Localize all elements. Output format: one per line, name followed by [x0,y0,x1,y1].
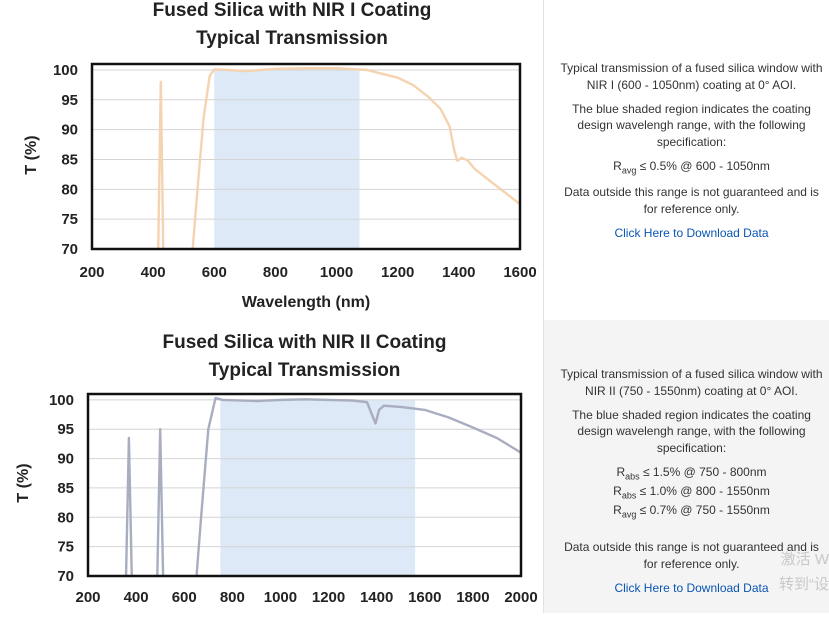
x-axis-label: Wavelength (nm) [242,294,370,311]
x-tick-label: 1800 [456,589,489,606]
description-disclaimer: Data outside this range is not guarantee… [564,184,819,216]
chart-row-nir-1: 70 75 80 85 90 95 100 200 400 600 800 1000 1200 1400 1… [0,0,829,321]
download-link-wrap: Click Here to Download Data [556,580,827,597]
y-tick-label: 70 [57,568,74,585]
description-nir-2: Typical transmission of a fused silica w… [544,320,829,613]
chart-title-line-2: Typical Transmission [209,360,401,381]
x-tick-label: 200 [75,589,100,606]
x-tick-label: 1600 [408,589,441,606]
chart-cell-nir-2: 70 75 80 85 90 95 100 200 400 600 800 1000 1200 1400 1… [0,320,544,613]
download-data-link[interactable]: Click Here to Download Data [614,225,769,240]
y-tick-label: 80 [61,181,78,198]
y-tick-label: 75 [57,539,74,556]
download-data-link[interactable]: Click Here to Download Data [614,580,769,595]
x-tick-label: 1400 [360,589,393,606]
plot-frame [90,62,522,251]
download-link-wrap: Click Here to Download Data [556,225,827,242]
transmission-curve-segment-1 [157,80,165,249]
y-tick-label: 70 [61,241,78,258]
x-tick-label: 1000 [320,264,353,281]
x-tick-label: 400 [141,264,166,281]
x-tick-label: 1200 [312,589,345,606]
specification-list: Rabs ≤ 1.5% @ 750 - 800nm Rabs ≤ 1.0% @ 8… [556,464,827,521]
x-tick-label: 1000 [264,589,297,606]
x-tick-label: 600 [172,589,197,606]
description-nir-1: Typical transmission of a fused silica w… [544,0,829,320]
description-intro: Typical transmission of a fused silica w… [560,61,823,92]
specification-line: Ravg ≤ 0.7% @ 750 - 1550nm [613,502,770,520]
x-tick-label: 800 [220,589,245,606]
y-tick-label: 80 [57,509,74,526]
chart-nir-2: 70 75 80 85 90 95 100 200 400 600 800 1000 1200 1400 1… [15,332,538,606]
y-tick-label: 95 [61,92,78,109]
chart-cell-nir-1: 70 75 80 85 90 95 100 200 400 600 800 1000 1200 1400 1… [0,0,544,321]
y-tick-label: 100 [53,62,78,79]
transmission-curve-segment-1 [124,436,133,576]
chart-row-nir-2: 70 75 80 85 90 95 100 200 400 600 800 1000 1200 1400 1… [0,320,829,613]
description-region-note: The blue shaded region indicates the coa… [572,407,811,456]
x-tick-label: 1600 [503,264,536,281]
specification-list: Ravg ≤ 0.5% @ 600 - 1050nm [556,158,827,177]
y-tick-label: 90 [61,122,78,139]
y-tick-label: 75 [61,211,78,228]
x-tick-label: 200 [79,264,104,281]
x-tick-label: 1400 [442,264,475,281]
y-tick-label: 100 [49,392,74,409]
plot-frame [86,392,523,578]
transmission-curve-segment-3 [195,396,521,576]
description-disclaimer: Data outside this range is not guarantee… [564,539,819,571]
chart-title-line-1: Fused Silica with NIR II Coating [163,332,447,353]
chart-nir-1: 70 75 80 85 90 95 100 200 400 600 800 1000 1200 1400 1… [23,0,537,311]
specification-line: Rabs ≤ 1.0% @ 800 - 1550nm [613,483,770,501]
x-tick-label: 1200 [381,264,414,281]
description-intro: Typical transmission of a fused silica w… [560,367,823,398]
transmission-curve-segment-2 [156,428,165,576]
specification-line: Rabs ≤ 1.5% @ 750 - 800nm [616,464,767,482]
description-region-note: The blue shaded region indicates the coa… [572,101,811,150]
transmission-curve-segment-2 [191,67,520,249]
x-tick-label: 600 [202,264,227,281]
specification-line: Ravg ≤ 0.5% @ 600 - 1050nm [613,158,770,176]
x-tick-label: 2000 [504,589,537,606]
y-tick-label: 95 [57,421,74,438]
y-axis-label: T (%) [23,135,40,174]
x-tick-label: 800 [263,264,288,281]
chart-title-line-1: Fused Silica with NIR I Coating [153,0,432,21]
y-axis-label: T (%) [15,463,32,502]
y-tick-label: 85 [61,151,78,168]
y-tick-label: 90 [57,451,74,468]
y-tick-label: 85 [57,480,74,497]
chart-title-line-2: Typical Transmission [196,28,388,49]
x-tick-label: 400 [124,589,149,606]
